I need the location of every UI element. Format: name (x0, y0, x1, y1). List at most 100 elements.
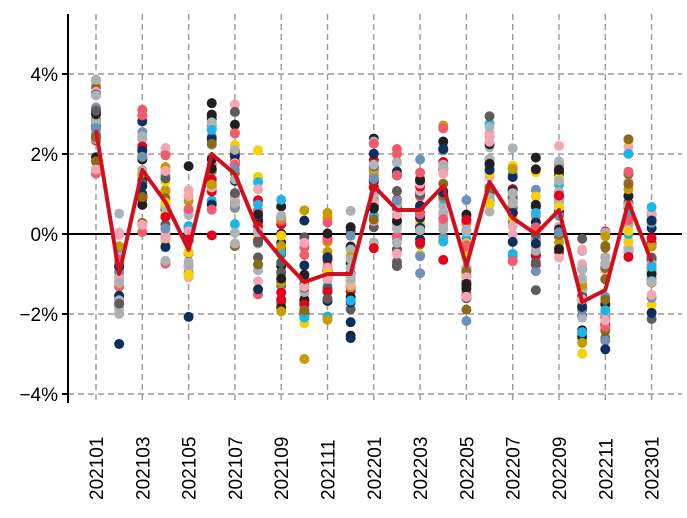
scatter-point (91, 90, 101, 101)
scatter-point (507, 171, 518, 182)
scatter-point (484, 122, 495, 133)
scatter-point (391, 170, 402, 181)
scatter-point (137, 219, 148, 230)
scatter-point (507, 248, 518, 259)
scatter-point (160, 173, 171, 184)
scatter-point (253, 177, 264, 188)
scatter-point (507, 229, 518, 240)
scatter-point (160, 165, 171, 176)
scatter-point (276, 240, 287, 251)
average-line (94, 129, 654, 304)
scatter-point (530, 238, 541, 249)
scatter-point (600, 335, 611, 346)
scatter-point (345, 244, 356, 255)
scatter-point (345, 333, 356, 344)
scatter-point (206, 124, 217, 135)
scatter-point (183, 311, 194, 322)
scatter-point (461, 315, 472, 326)
scatter-point (345, 317, 356, 328)
scatter-point (623, 252, 634, 263)
scatter-point (646, 289, 657, 300)
y-tick-label: −4% (19, 385, 58, 406)
scatter-point (646, 202, 657, 213)
scatter-point (253, 276, 264, 287)
scatter-point (229, 198, 240, 209)
scatter-point (183, 204, 194, 215)
y-tick-label: 4% (31, 65, 59, 86)
scatter-point (577, 274, 588, 285)
scatter-point (299, 305, 310, 316)
scatter-point (229, 219, 240, 230)
scatter-point (229, 128, 240, 139)
scatter-point (345, 274, 356, 285)
scatter-point (91, 105, 101, 116)
scatter-point (345, 304, 356, 315)
scatter-point (229, 238, 240, 249)
x-tick-label: 202301 (643, 437, 664, 500)
scatter-point (391, 195, 402, 206)
x-tick-label: 202109 (272, 437, 293, 500)
scatter-point (322, 228, 333, 239)
scatter-point (160, 185, 171, 196)
scatter-point (322, 314, 333, 325)
scatter-point (299, 205, 310, 216)
scatter-point (554, 175, 564, 186)
scatter-point (577, 233, 588, 244)
scatter-point (206, 204, 217, 215)
scatter-point (415, 167, 426, 178)
scatter-point (391, 248, 402, 259)
scatter-point (600, 305, 611, 316)
scatter-point (600, 344, 611, 355)
scatter-point (368, 173, 379, 184)
scatter-point (623, 236, 634, 247)
scatter-point (438, 254, 449, 265)
scatter-point (183, 161, 194, 172)
scatter-point (322, 293, 333, 304)
scatter-point (530, 164, 541, 175)
scatter-point (530, 199, 541, 210)
scatter-point (391, 157, 402, 168)
scatter-point (438, 143, 449, 154)
scatter-point (229, 144, 240, 155)
scatter-point (554, 252, 564, 263)
scatter-point (646, 299, 657, 310)
scatter-point (345, 230, 356, 241)
scatter-point (438, 214, 449, 225)
scatter-point (229, 188, 240, 199)
scatter-point (530, 257, 541, 268)
scatter-point (507, 164, 518, 175)
scatter-point (299, 312, 310, 323)
scatter-point (160, 223, 171, 234)
scatter-point (554, 140, 564, 151)
scatter-point (391, 144, 402, 155)
scatter-point (461, 214, 472, 225)
scatter-point (577, 327, 588, 338)
scatter-point (253, 199, 264, 210)
scatter-point (391, 237, 402, 248)
scatter-point (438, 168, 449, 179)
x-tick-label: 202205 (457, 437, 478, 500)
x-tick-label: 202103 (133, 437, 154, 500)
scatter-point (253, 145, 264, 156)
scatter-point (646, 261, 657, 272)
scatter-point (415, 251, 426, 262)
y-tick-label: 2% (31, 145, 59, 166)
scatter-point (507, 198, 518, 209)
scatter-point (530, 285, 541, 296)
average-line-path (94, 129, 654, 304)
scatter-point (554, 156, 564, 167)
scatter-point (206, 98, 217, 109)
scatter-point (322, 217, 333, 228)
scatter-point (484, 158, 495, 169)
scatter-point (530, 152, 541, 163)
scatter-point (507, 255, 518, 266)
scatter-point (206, 117, 217, 128)
scatter-point (415, 268, 426, 279)
scatter-point (461, 224, 472, 235)
scatter-point (646, 241, 657, 252)
scatter-point (368, 159, 379, 170)
scatter-point (368, 243, 379, 254)
scatter-point (206, 179, 217, 190)
scatter-point (507, 236, 518, 247)
